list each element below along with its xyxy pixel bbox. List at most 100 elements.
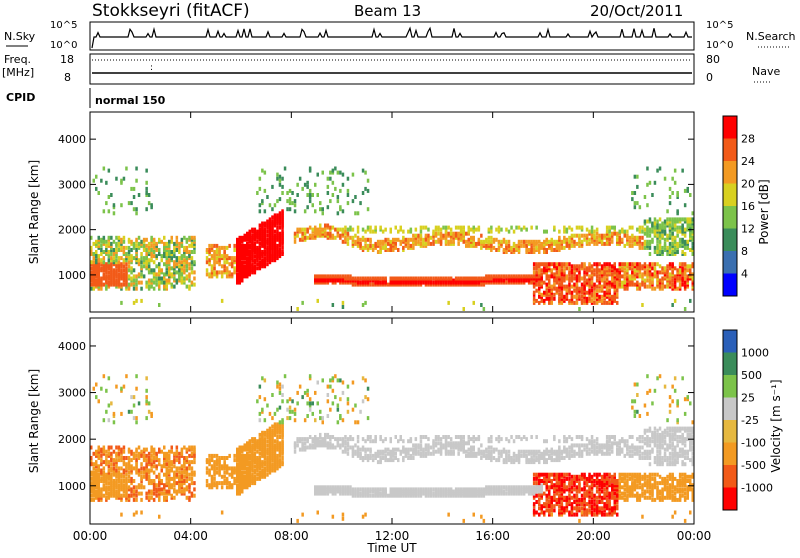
velocity-cell xyxy=(181,490,184,494)
power-cell xyxy=(498,274,501,278)
power-cell xyxy=(629,266,632,270)
velocity-cell xyxy=(256,439,259,443)
power-cell xyxy=(100,266,103,270)
velocity-cell xyxy=(306,393,309,397)
velocity-cell xyxy=(437,435,440,439)
power-cell xyxy=(276,244,279,248)
power-cell xyxy=(503,238,506,242)
power-cell xyxy=(264,250,267,254)
power-cell xyxy=(377,250,380,254)
power-cell xyxy=(538,295,541,299)
power-cell xyxy=(651,266,654,270)
power-cell xyxy=(148,285,151,289)
power-cell xyxy=(659,217,662,221)
power-cell xyxy=(264,222,267,226)
velocity-cell xyxy=(261,460,264,464)
power-cell xyxy=(244,244,247,248)
velocity-cell xyxy=(357,487,360,491)
power-cell xyxy=(236,272,239,276)
power-cell xyxy=(626,283,629,287)
noise-tick-top-right: 10^5 xyxy=(706,20,733,31)
power-cell xyxy=(641,281,644,285)
velocity-cell xyxy=(188,460,191,464)
power-cell xyxy=(294,240,297,244)
power-cell xyxy=(425,226,428,230)
power-cell xyxy=(523,226,526,230)
velocity-cell xyxy=(115,458,118,462)
power-cell xyxy=(284,167,287,171)
power-cell xyxy=(233,256,236,260)
power-cell xyxy=(364,244,367,248)
velocity-cell xyxy=(317,381,320,385)
velocity-cell xyxy=(329,485,332,489)
power-cell xyxy=(249,250,252,254)
velocity-cell xyxy=(128,485,131,489)
velocity-cell xyxy=(322,485,325,489)
velocity-cell xyxy=(100,454,103,458)
velocity-cell xyxy=(206,458,209,462)
velocity-cell xyxy=(135,420,138,424)
power-cell xyxy=(586,228,589,232)
power-cell xyxy=(510,274,513,278)
noise-left-label: N.Sky xyxy=(4,30,36,43)
velocity-cell xyxy=(183,487,186,491)
power-cell xyxy=(578,287,581,291)
velocity-cell xyxy=(166,452,169,456)
velocity-cell xyxy=(113,412,116,416)
power-cell xyxy=(168,240,171,244)
power-cell xyxy=(113,248,116,252)
power-cell xyxy=(145,252,148,256)
power-cell xyxy=(359,242,362,246)
power-cell xyxy=(133,187,136,191)
power-cell xyxy=(271,215,274,219)
power-cell xyxy=(264,209,267,213)
velocity-cell xyxy=(312,443,315,447)
velocity-cell xyxy=(153,498,156,502)
velocity-cell xyxy=(161,479,164,483)
power-cell xyxy=(317,274,320,278)
power-cell xyxy=(191,236,194,240)
power-cell xyxy=(634,201,637,205)
cpid-label: CPID xyxy=(6,91,35,104)
velocity-cell xyxy=(110,466,113,470)
power-cell xyxy=(598,295,601,299)
power-cell xyxy=(384,244,387,248)
power-cell xyxy=(422,226,425,230)
power-cell xyxy=(548,262,551,266)
power-cell xyxy=(593,234,596,238)
power-cell xyxy=(259,224,262,228)
velocity-cell xyxy=(322,416,325,420)
velocity-cell xyxy=(390,437,393,441)
power-cell xyxy=(183,258,186,262)
power-cell xyxy=(118,236,121,240)
power-cell xyxy=(148,279,151,283)
power-cell xyxy=(465,277,468,281)
power-cell xyxy=(130,277,133,281)
power-cell xyxy=(379,226,382,230)
power-cell xyxy=(457,242,460,246)
velocity-cell xyxy=(279,420,282,424)
velocity-cell xyxy=(100,448,103,452)
velocity-cell xyxy=(317,485,320,489)
power-cell xyxy=(530,240,533,244)
power-cell xyxy=(382,230,385,234)
power-cell xyxy=(357,230,360,234)
velocity-cell xyxy=(342,391,345,395)
power-cell xyxy=(334,228,337,232)
velocity-cell xyxy=(309,443,312,447)
power-cell xyxy=(223,264,226,268)
power-cell xyxy=(342,183,345,187)
velocity-cell xyxy=(254,452,257,456)
power-cell xyxy=(161,254,164,258)
power-cell xyxy=(128,260,131,264)
velocity-cell xyxy=(128,475,131,479)
power-cell xyxy=(687,264,690,268)
power-cell xyxy=(634,175,637,179)
power-colorbar-segment xyxy=(723,184,737,207)
power-cell xyxy=(644,262,647,266)
velocity-cell xyxy=(339,397,342,401)
velocity-cell xyxy=(387,452,390,456)
velocity-cell xyxy=(108,460,111,464)
power-cell xyxy=(546,268,549,272)
